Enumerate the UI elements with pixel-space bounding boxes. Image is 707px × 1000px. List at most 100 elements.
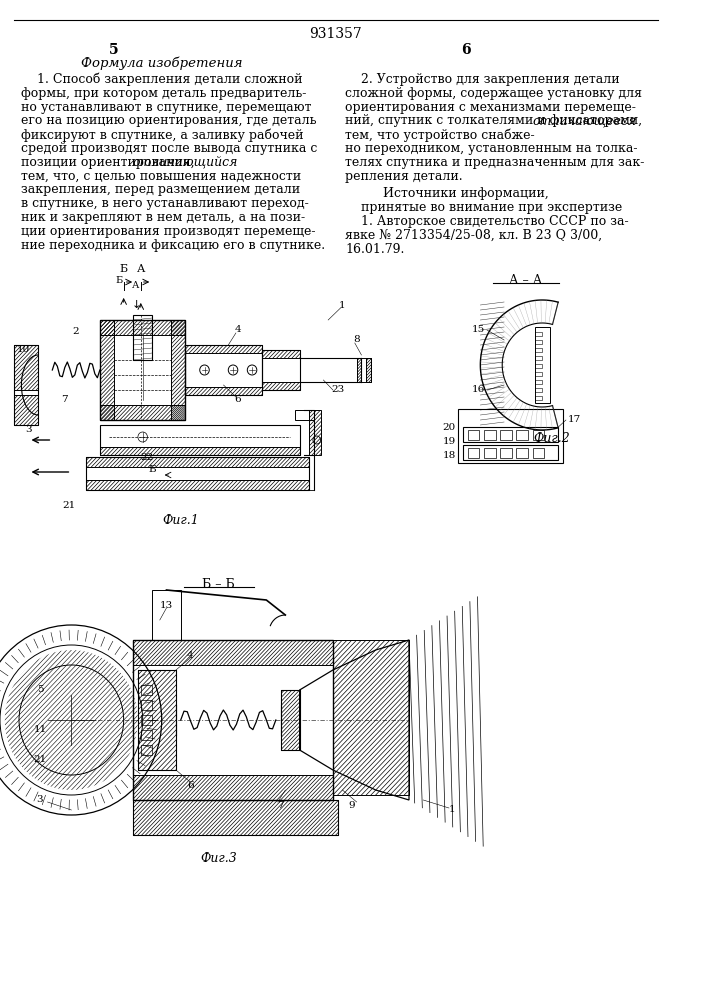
Bar: [141, 715, 152, 725]
Text: 1: 1: [339, 300, 346, 310]
Bar: [86, 457, 309, 467]
Text: Фиг.3: Фиг.3: [200, 852, 237, 865]
Bar: [152, 590, 181, 640]
Text: 4: 4: [187, 650, 194, 660]
Text: 21: 21: [62, 500, 75, 510]
Bar: [133, 640, 333, 665]
Bar: [309, 410, 320, 455]
Text: ние переходника и фиксацию его в спутнике.: ние переходника и фиксацию его в спутник…: [21, 239, 325, 252]
Text: А: А: [132, 281, 140, 290]
Text: 7: 7: [277, 800, 284, 810]
Text: телях спутника и предназначенным для зак-: телях спутника и предназначенным для зак…: [345, 156, 645, 169]
Text: отличающийся: отличающийся: [132, 156, 238, 169]
Bar: [100, 425, 300, 455]
Bar: [517, 448, 528, 458]
Bar: [133, 800, 338, 835]
Text: тем, что, с целью повышения надежности: тем, что, с целью повышения надежности: [21, 170, 301, 183]
Text: 3: 3: [37, 796, 43, 804]
Text: закрепления, перед размещением детали: закрепления, перед размещением детали: [21, 183, 300, 196]
Bar: [14, 345, 38, 425]
Bar: [133, 800, 338, 835]
Text: 22: 22: [141, 452, 154, 462]
Text: 2: 2: [73, 328, 79, 336]
Bar: [185, 387, 262, 395]
Text: 3: 3: [25, 426, 32, 434]
Bar: [534, 332, 542, 336]
Text: ориентирования с механизмами перемеще-: ориентирования с механизмами перемеще-: [345, 101, 636, 114]
Bar: [185, 345, 262, 395]
Text: Б – Б: Б – Б: [202, 578, 235, 591]
Text: репления детали.: репления детали.: [345, 170, 463, 183]
Text: 16.01.79.: 16.01.79.: [345, 243, 404, 256]
Text: 1. Способ закрепления детали сложной: 1. Способ закрепления детали сложной: [21, 73, 303, 87]
Text: А: А: [136, 264, 145, 274]
Bar: [14, 345, 38, 390]
Bar: [100, 447, 300, 455]
Text: Б: Б: [115, 276, 122, 285]
Text: 6: 6: [235, 395, 241, 404]
Bar: [357, 358, 361, 382]
Text: сложной формы, содержащее установку для: сложной формы, содержащее установку для: [345, 87, 642, 100]
Bar: [141, 730, 152, 740]
Text: отличающееся: отличающееся: [532, 114, 636, 127]
Text: 23: 23: [331, 385, 344, 394]
Bar: [133, 640, 333, 800]
Bar: [468, 430, 479, 440]
Bar: [138, 670, 176, 770]
Bar: [14, 395, 38, 425]
Bar: [262, 350, 300, 390]
Bar: [333, 640, 409, 795]
Bar: [501, 448, 512, 458]
Bar: [366, 358, 371, 382]
Bar: [484, 448, 496, 458]
Bar: [534, 340, 542, 344]
Bar: [138, 670, 176, 770]
Bar: [133, 775, 333, 800]
Text: фиксируют в спутнике, а заливку рабочей: фиксируют в спутнике, а заливку рабочей: [21, 128, 303, 142]
Text: 19: 19: [443, 438, 455, 446]
Bar: [534, 356, 542, 360]
Text: Фиг.2: Фиг.2: [533, 432, 570, 445]
Text: явке № 2713354/25-08, кл. В 23 Q 3/00,: явке № 2713354/25-08, кл. В 23 Q 3/00,: [345, 229, 602, 242]
Text: Б: Б: [148, 466, 156, 475]
Text: 9: 9: [349, 800, 355, 810]
Text: 7: 7: [62, 395, 68, 404]
Bar: [534, 396, 542, 400]
Bar: [501, 430, 512, 440]
Bar: [517, 430, 528, 440]
Text: 931357: 931357: [310, 27, 362, 41]
Text: 6: 6: [187, 780, 194, 790]
Bar: [532, 430, 544, 440]
Bar: [458, 409, 563, 463]
Text: принятые во внимание при экспертизе: принятые во внимание при экспертизе: [345, 201, 623, 214]
Bar: [171, 320, 185, 420]
Text: его на позицию ориентирования, где деталь: его на позицию ориентирования, где детал…: [21, 114, 317, 127]
Bar: [534, 348, 542, 352]
Bar: [86, 457, 309, 490]
Text: 13: 13: [160, 600, 173, 609]
Bar: [281, 690, 300, 750]
Text: 6: 6: [461, 43, 471, 57]
Text: 16: 16: [472, 385, 485, 394]
Text: ции ориентирования производят перемеще-: ции ориентирования производят перемеще-: [21, 225, 315, 238]
Bar: [100, 320, 114, 420]
Bar: [534, 380, 542, 384]
Bar: [133, 315, 152, 360]
Bar: [141, 685, 152, 695]
Text: Б: Б: [119, 264, 128, 274]
Bar: [357, 358, 371, 382]
Bar: [262, 350, 300, 358]
Text: формы, при котором деталь предваритель-: формы, при котором деталь предваритель-: [21, 87, 306, 100]
Text: позиции ориентирования,: позиции ориентирования,: [21, 156, 202, 169]
Bar: [262, 382, 300, 390]
Text: ний, спутник с толкателями и фиксаторами,: ний, спутник с толкателями и фиксаторами…: [345, 114, 646, 127]
Bar: [185, 345, 262, 353]
Text: 11: 11: [33, 726, 47, 734]
Text: 20: 20: [443, 422, 455, 432]
Bar: [141, 700, 152, 710]
Text: средой производят после вывода спутника с: средой производят после вывода спутника …: [21, 142, 317, 155]
Text: 17: 17: [568, 416, 581, 424]
Text: 15: 15: [472, 326, 485, 334]
Text: 10: 10: [17, 346, 30, 355]
Bar: [532, 448, 544, 458]
